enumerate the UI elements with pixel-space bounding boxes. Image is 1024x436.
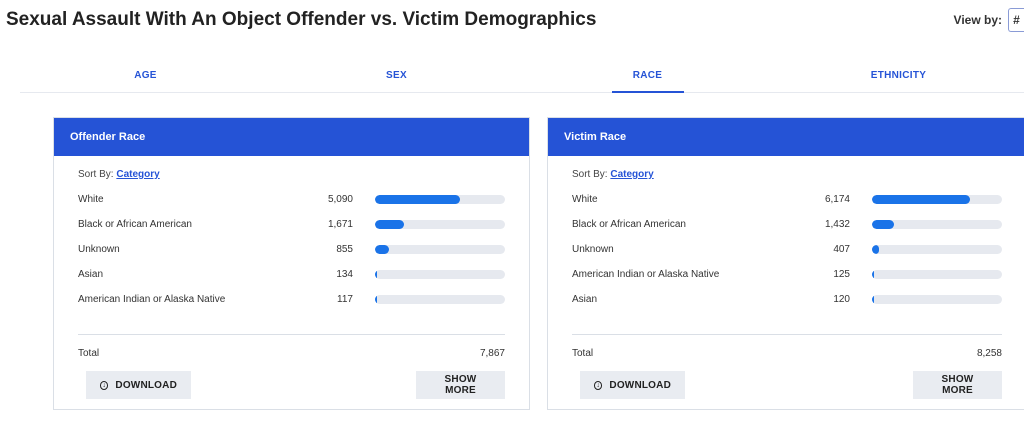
tab-race[interactable]: RACE [522, 58, 773, 93]
row-label: Black or African American [572, 219, 686, 230]
table-row: Asian 120 [572, 287, 1002, 312]
victim-race-card: Victim Race Sort By: Category White 6,17… [547, 117, 1024, 410]
card-title: Victim Race [548, 118, 1024, 156]
card-title: Offender Race [54, 118, 529, 156]
sort-category-link[interactable]: Category [610, 169, 654, 180]
row-value: 6,174 [824, 194, 850, 205]
download-label: DOWNLOAD [609, 379, 671, 391]
table-row: Black or African American 1,671 [78, 212, 505, 237]
bar-fill [872, 220, 895, 229]
row-value: 120 [833, 294, 850, 305]
table-row: Unknown 407 [572, 237, 1002, 262]
sort-by-label: Sort By: [572, 169, 608, 180]
total-value: 8,258 [976, 348, 1002, 359]
sort-by: Sort By: Category [572, 169, 1002, 183]
download-icon: ↓ [594, 380, 603, 390]
table-row: White 6,174 [572, 187, 1002, 212]
bar-track [872, 245, 1002, 254]
view-by-control: View by: # [954, 8, 1024, 32]
page-title: Sexual Assault With An Object Offender v… [6, 9, 597, 30]
row-value: 5,090 [327, 194, 353, 205]
data-rows: White 6,174 Black or African American 1,… [572, 187, 1002, 312]
card-actions: ↓ DOWNLOAD SHOW MORE [78, 371, 505, 399]
row-value: 1,671 [327, 219, 353, 230]
bar-fill [375, 195, 460, 204]
download-button[interactable]: ↓ DOWNLOAD [86, 371, 191, 399]
tab-sex[interactable]: SEX [386, 70, 407, 81]
download-button[interactable]: ↓ DOWNLOAD [580, 371, 685, 399]
divider [78, 334, 505, 335]
data-rows: White 5,090 Black or African American 1,… [78, 187, 505, 312]
bar-fill [375, 295, 377, 304]
bar-track [872, 220, 1002, 229]
row-value: 117 [337, 294, 353, 305]
view-by-select[interactable]: # [1008, 8, 1024, 32]
row-label: Asian [78, 269, 104, 280]
offender-race-card: Offender Race Sort By: Category White 5,… [53, 117, 530, 410]
bar-fill [872, 270, 874, 279]
sort-category-link[interactable]: Category [116, 169, 160, 180]
row-value: 855 [336, 244, 353, 255]
total-row: Total 7,867 [78, 348, 505, 359]
download-label: DOWNLOAD [115, 379, 177, 391]
row-value: 1,432 [824, 219, 850, 230]
row-label: White [572, 194, 598, 205]
total-label: Total [78, 348, 100, 359]
bar-track [872, 295, 1002, 304]
table-row: Unknown 855 [78, 237, 505, 262]
bar-fill [872, 295, 874, 304]
card-actions: ↓ DOWNLOAD SHOW MORE [572, 371, 1002, 399]
bar-fill [375, 220, 404, 229]
bar-fill [872, 195, 970, 204]
bar-track [375, 245, 505, 254]
table-row: American Indian or Alaska Native 125 [572, 262, 1002, 287]
download-icon: ↓ [100, 380, 109, 390]
total-label: Total [572, 348, 594, 359]
divider [572, 334, 1002, 335]
row-label: White [78, 194, 104, 205]
bar-track [375, 295, 505, 304]
bar-track [375, 220, 505, 229]
bar-track [872, 195, 1002, 204]
bar-track [375, 195, 505, 204]
row-label: Black or African American [78, 219, 192, 230]
table-row: American Indian or Alaska Native 117 [78, 287, 505, 312]
show-more-button[interactable]: SHOW MORE [416, 371, 505, 399]
table-row: Black or African American 1,432 [572, 212, 1002, 237]
row-value: 407 [833, 244, 850, 255]
row-label: Unknown [78, 244, 120, 255]
demographic-tabs: AGE SEX RACE ETHNICITY [20, 58, 1024, 93]
tab-age[interactable]: AGE [134, 70, 157, 81]
bar-track [375, 270, 505, 279]
row-label: American Indian or Alaska Native [572, 269, 720, 280]
bar-fill [872, 245, 879, 254]
show-more-button[interactable]: SHOW MORE [913, 371, 1002, 399]
table-row: White 5,090 [78, 187, 505, 212]
table-row: Asian 134 [78, 262, 505, 287]
bar-fill [375, 245, 390, 254]
total-row: Total 8,258 [572, 348, 1002, 359]
row-label: American Indian or Alaska Native [78, 294, 226, 305]
bar-fill [375, 270, 378, 279]
tab-ethnicity[interactable]: ETHNICITY [870, 70, 927, 81]
row-value: 125 [833, 269, 850, 280]
row-label: Unknown [572, 244, 614, 255]
sort-by: Sort By: Category [78, 169, 505, 183]
row-label: Asian [572, 294, 598, 305]
total-value: 7,867 [479, 348, 505, 359]
sort-by-label: Sort By: [78, 169, 114, 180]
bar-track [872, 270, 1002, 279]
view-by-label: View by: [953, 13, 1002, 27]
row-value: 134 [336, 269, 353, 280]
